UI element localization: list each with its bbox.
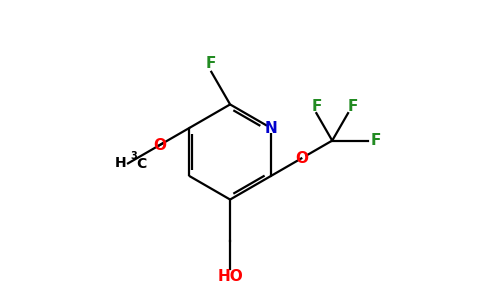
- Text: O: O: [295, 151, 308, 166]
- Text: F: F: [311, 99, 321, 114]
- Text: HO: HO: [217, 269, 243, 284]
- Text: H: H: [114, 156, 126, 170]
- Text: C: C: [136, 158, 146, 171]
- Text: N: N: [265, 121, 278, 136]
- Text: O: O: [153, 138, 166, 153]
- Text: 3: 3: [130, 152, 137, 161]
- Text: F: F: [348, 99, 358, 114]
- Text: F: F: [371, 133, 381, 148]
- Text: F: F: [206, 56, 216, 71]
